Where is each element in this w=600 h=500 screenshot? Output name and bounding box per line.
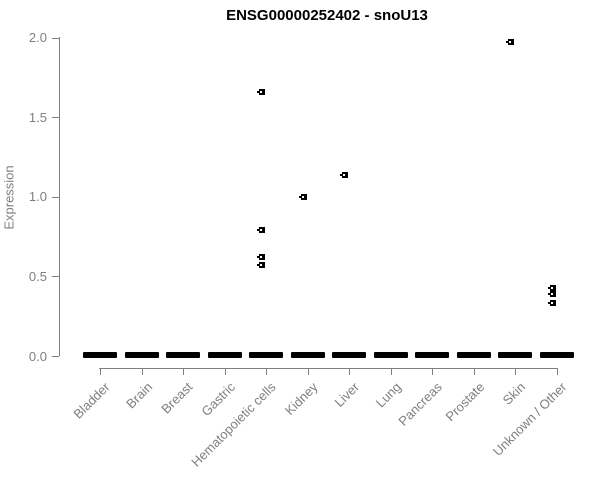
y-axis-tick <box>52 197 59 198</box>
y-axis-tick <box>52 276 59 277</box>
x-axis-tick <box>391 368 392 375</box>
x-tick-label: Prostate <box>442 379 487 425</box>
x-tick-label: Liver <box>331 379 362 410</box>
chart-title: ENSG00000252402 - snoU13 <box>226 7 428 24</box>
zero-cluster-dash <box>291 352 325 358</box>
x-axis-tick <box>515 368 516 375</box>
zero-cluster-dash <box>374 352 408 358</box>
zero-cluster-dash <box>415 352 449 358</box>
data-point <box>506 39 514 45</box>
x-axis-tick <box>100 368 101 375</box>
x-axis-tick <box>432 368 433 375</box>
x-tick-label: Brain <box>122 379 155 412</box>
x-tick-label: Breast <box>158 379 196 417</box>
zero-cluster-dash <box>249 352 283 358</box>
zero-cluster-dash <box>208 352 242 358</box>
y-tick-label: 1.5 <box>28 110 47 125</box>
x-axis-tick <box>557 368 558 375</box>
x-tick-label: Pancreas <box>395 379 445 429</box>
zero-cluster-dash <box>498 352 532 358</box>
zero-cluster-dash <box>332 352 366 358</box>
x-axis-tick <box>142 368 143 375</box>
y-axis-line <box>59 37 60 356</box>
zero-cluster-dash <box>125 352 159 358</box>
x-tick-label: Lung <box>372 379 404 411</box>
data-point <box>299 194 307 200</box>
y-tick-label: 2.0 <box>28 30 47 45</box>
data-point <box>548 285 556 291</box>
x-axis-tick <box>474 368 475 375</box>
y-tick-label: 0.0 <box>28 349 47 364</box>
data-point <box>257 227 265 233</box>
x-axis-tick <box>349 368 350 375</box>
data-point <box>257 254 265 260</box>
x-axis-tick <box>266 368 267 375</box>
zero-cluster-dash <box>540 352 574 358</box>
zero-cluster-dash <box>166 352 200 358</box>
x-tick-label: Skin <box>499 379 528 408</box>
y-axis-tick <box>52 117 59 118</box>
data-point <box>340 172 348 178</box>
x-axis-tick <box>225 368 226 375</box>
y-axis-tick <box>52 38 59 39</box>
zero-cluster-dash <box>457 352 491 358</box>
data-point <box>548 291 556 297</box>
data-point <box>257 89 265 95</box>
x-tick-label: Kidney <box>282 379 321 419</box>
zero-cluster-dash <box>83 352 117 358</box>
x-tick-label: Unknown / Other <box>490 379 570 459</box>
y-axis-tick <box>52 356 59 357</box>
x-axis-tick <box>183 368 184 375</box>
y-tick-label: 1.0 <box>28 189 47 204</box>
x-axis-line <box>99 368 557 369</box>
y-tick-label: 0.5 <box>28 269 47 284</box>
x-tick-label: Bladder <box>70 379 113 422</box>
x-axis-tick <box>308 368 309 375</box>
x-tick-label: Gastric <box>198 379 238 420</box>
data-point <box>548 300 556 306</box>
data-point <box>257 262 265 268</box>
